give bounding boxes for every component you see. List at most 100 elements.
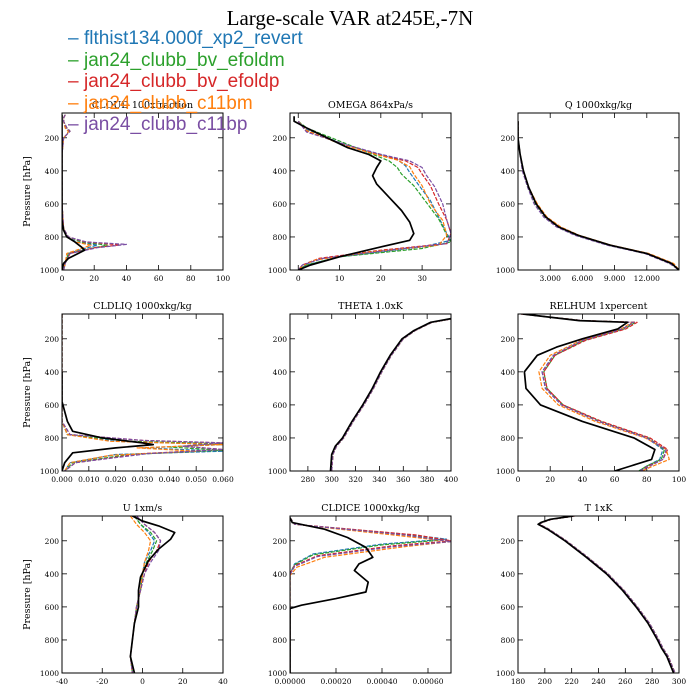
- y-tick-label: 800: [273, 434, 288, 443]
- y-tick-label: 800: [273, 233, 288, 242]
- series-jan24_clubb_c11bp: [129, 516, 162, 673]
- x-tick-label: 0.00040: [366, 677, 397, 686]
- legend-entry-2: – jan24_clubb_bv_efoldm: [68, 50, 303, 72]
- x-tick-label: 0: [516, 475, 521, 484]
- x-tick-label: 100: [216, 274, 231, 283]
- y-tick-label: 200: [501, 335, 516, 344]
- series-jan24_clubb_c11bm: [538, 516, 676, 673]
- y-tick-label: 800: [45, 434, 60, 443]
- panel-frame: [61, 313, 224, 472]
- legend-entry-4: – jan24_clubb_c11bm: [68, 93, 303, 115]
- series-reference: [290, 517, 374, 673]
- legend-swatch: –: [68, 114, 79, 135]
- series-jan24_clubb_c11bm: [62, 114, 92, 270]
- series-group: [129, 516, 176, 673]
- legend-swatch: –: [68, 71, 79, 92]
- y-tick-label: 200: [273, 335, 288, 344]
- series-group: [537, 516, 676, 673]
- panel-title: RELHUM 1xpercent: [550, 301, 648, 312]
- y-tick-label: 1000: [496, 266, 515, 275]
- x-tick-label: -20: [96, 677, 108, 686]
- legend-label: jan24_clubb_c11bm: [84, 92, 253, 114]
- series-group: [290, 517, 451, 673]
- y-tick-label: 200: [501, 537, 516, 546]
- series-jan24_clubb_c11bp: [62, 114, 127, 270]
- x-tick-label: 60: [154, 274, 164, 283]
- x-tick-label: 6.000: [572, 274, 594, 283]
- series-jan24_clubb_c11bm: [129, 516, 152, 673]
- series-jan24_clubb_c11bm: [331, 318, 451, 471]
- x-tick-label: 400: [444, 475, 459, 484]
- y-tick-label: 600: [501, 603, 516, 612]
- panel-2: OMEGA 864xPa/s 0 10 20 30 200 400 600 800 1000: [268, 100, 452, 283]
- y-tick-label: 600: [273, 603, 288, 612]
- panel-frame: [61, 112, 224, 271]
- y-tick-label: 800: [45, 636, 60, 645]
- series-flthist134.000f_xp2_revert: [331, 318, 451, 471]
- panel-4: CLDLIQ 1000xkg/kg Pressure [hPa] 0.000 0.01…: [22, 301, 234, 484]
- legend-entry-5: – jan24_clubb_c11bp: [68, 114, 303, 136]
- x-tick-label: 60: [610, 475, 620, 484]
- x-tick-label: 0.000: [51, 475, 73, 484]
- series-jan24_clubb_bv_efoldm: [538, 516, 676, 673]
- y-tick-label: 600: [273, 401, 288, 410]
- panel-title: CLDICE 1000xkg/kg: [321, 503, 420, 514]
- x-tick-label: 20: [178, 677, 188, 686]
- x-tick-label: 340: [372, 475, 387, 484]
- x-tick-label: 3.000: [539, 274, 561, 283]
- y-tick-label: 200: [45, 335, 60, 344]
- y-tick-label: 600: [45, 200, 60, 209]
- series-group: [62, 314, 223, 471]
- legend: – flthist134.000f_xp2_revert – jan24_clubb…: [68, 28, 303, 136]
- panel-title: T 1xK: [585, 503, 614, 514]
- x-tick-label: 80: [642, 475, 652, 484]
- legend-label: jan24_clubb_bv_efoldp: [84, 71, 280, 92]
- x-tick-label: 80: [186, 274, 196, 283]
- series-jan24_clubb_c11bp: [290, 517, 451, 673]
- series-group: [521, 314, 670, 471]
- x-tick-label: 300: [672, 677, 687, 686]
- legend-swatch: –: [68, 92, 79, 114]
- panel-frame: [289, 112, 452, 271]
- series-flthist134.000f_xp2_revert: [62, 314, 223, 471]
- y-tick-label: 1000: [268, 669, 287, 678]
- x-tick-label: 0.020: [105, 475, 127, 484]
- y-tick-label: 800: [501, 233, 516, 242]
- y-tick-label: 600: [501, 401, 516, 410]
- x-tick-label: 280: [301, 475, 316, 484]
- y-tick-label: 800: [45, 233, 60, 242]
- panel-frame: [61, 515, 224, 674]
- panel-title: Q 1000xkg/kg: [565, 100, 632, 111]
- x-tick-label: 0.060: [212, 475, 234, 484]
- y-tick-label: 800: [273, 636, 288, 645]
- legend-label: flthist134.000f_xp2_revert: [84, 28, 303, 49]
- series-jan24_clubb_c11bm: [521, 314, 670, 471]
- y-tick-label: 1000: [268, 467, 287, 476]
- x-tick-label: 0.040: [159, 475, 181, 484]
- y-tick-label: 1000: [496, 669, 515, 678]
- panel-9: T 1xK 180 200 220 240 260 280 300 200 400 600 800 10…: [496, 503, 686, 686]
- series-jan24_clubb_bv_efoldp: [331, 318, 451, 471]
- x-tick-label: 0.00000: [274, 677, 305, 686]
- panel-title: CLOUD 100xfraction: [92, 100, 193, 111]
- x-tick-label: 360: [396, 475, 411, 484]
- y-axis-label: Pressure [hPa]: [22, 357, 33, 428]
- series-reference: [329, 317, 451, 471]
- series-reference: [537, 516, 675, 673]
- series-reference: [518, 121, 679, 270]
- series-reference: [129, 516, 176, 673]
- series-jan24_clubb_c11bm: [62, 314, 223, 471]
- y-tick-label: 400: [45, 570, 60, 579]
- legend-label: jan24_clubb_bv_efoldm: [84, 49, 285, 71]
- y-tick-label: 400: [45, 368, 60, 377]
- x-tick-label: 240: [591, 677, 606, 686]
- series-jan24_clubb_bv_efoldp: [129, 516, 162, 673]
- y-tick-label: 600: [45, 603, 60, 612]
- x-tick-label: 20: [89, 274, 99, 283]
- y-tick-label: 200: [501, 134, 516, 143]
- x-tick-label: 0.00060: [412, 677, 443, 686]
- series-reference: [522, 314, 656, 471]
- panel-title: U 1xm/s: [123, 503, 163, 514]
- series-jan24_clubb_c11bp: [297, 120, 451, 270]
